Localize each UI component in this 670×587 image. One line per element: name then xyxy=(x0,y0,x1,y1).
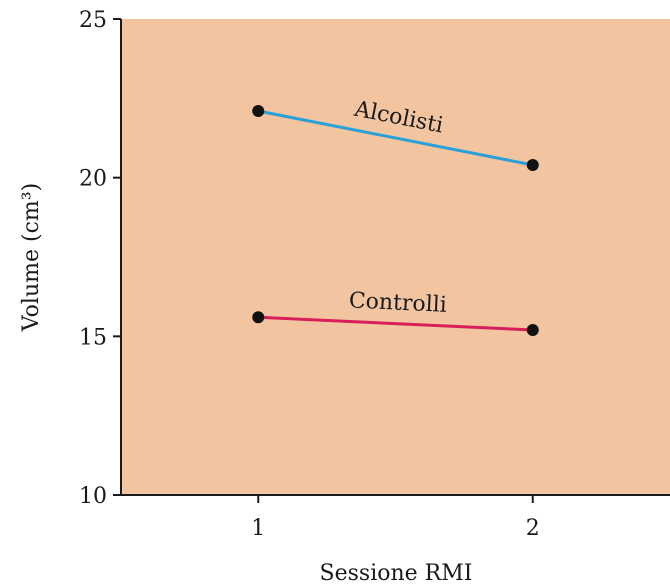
y-tick-label: 20 xyxy=(79,167,107,192)
data-point-alcolisti xyxy=(526,158,539,171)
x-axis-label: Sessione RMI xyxy=(320,561,473,586)
series-line-alcolisti xyxy=(257,109,534,167)
x-tick-label: 2 xyxy=(526,516,540,541)
data-point-alcolisti xyxy=(252,105,265,118)
y-tick-label: 10 xyxy=(79,484,107,509)
y-axis-ticks: 10 15 20 25 xyxy=(79,8,121,509)
series-line-controlli xyxy=(258,315,533,332)
y-tick-label: 25 xyxy=(79,8,107,33)
y-axis-label: Volume (cm³) xyxy=(19,183,44,332)
x-tick-label: 1 xyxy=(251,516,265,541)
y-tick-label: 15 xyxy=(79,325,107,350)
series-label-controlli: Controlli xyxy=(348,288,447,318)
data-point-controlli xyxy=(526,323,539,336)
data-point-controlli xyxy=(252,311,265,324)
plot-area xyxy=(121,19,670,495)
